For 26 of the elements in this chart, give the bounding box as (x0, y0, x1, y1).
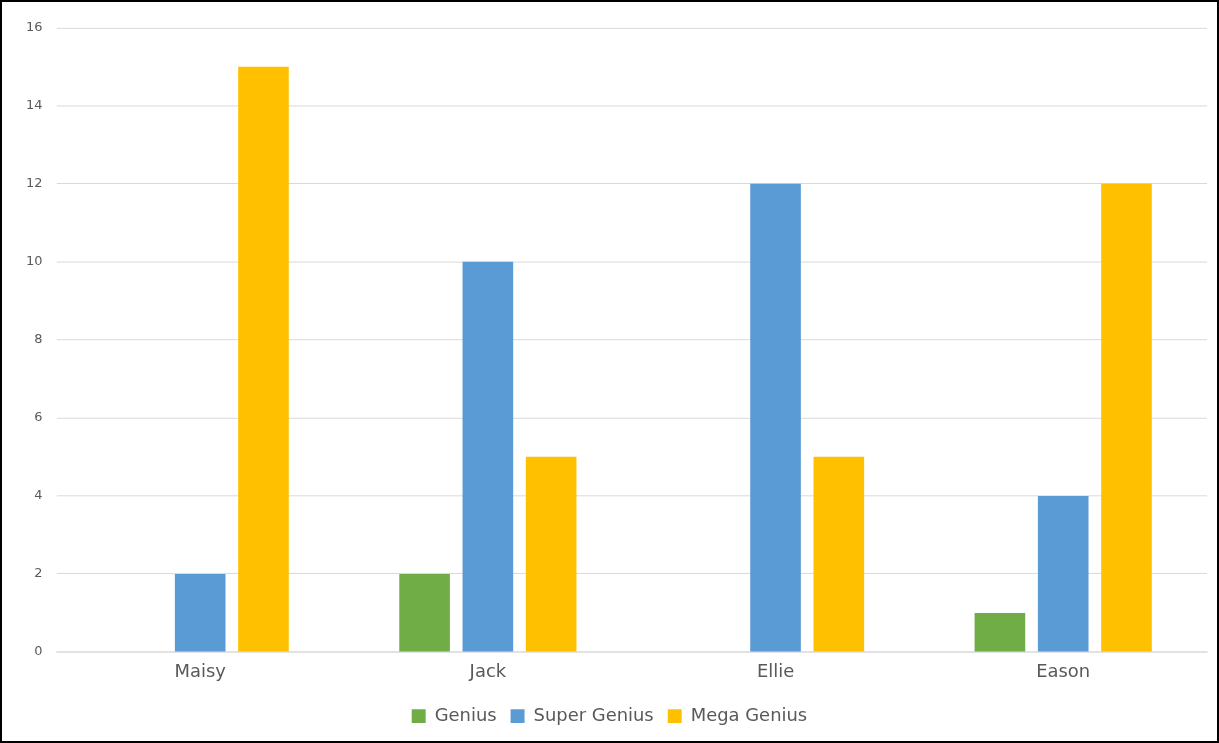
x-tick-label: Eason (1036, 660, 1091, 682)
bar (813, 456, 865, 652)
y-tick-label: 4 (34, 487, 43, 503)
legend-label: Genius (434, 703, 497, 725)
y-tick-label: 14 (25, 97, 43, 113)
bar (1101, 183, 1152, 652)
y-tick-label: 8 (34, 331, 43, 347)
y-tick-label: 6 (34, 409, 43, 425)
bar (1037, 495, 1089, 652)
x-tick-label: Ellie (756, 660, 795, 682)
y-tick-label: 12 (25, 175, 43, 191)
x-tick-label: Maisy (174, 660, 227, 682)
x-tick-label: Jack (468, 660, 507, 682)
legend-label: Super Genius (533, 703, 654, 725)
y-tick-label: 10 (25, 253, 43, 269)
y-tick-label: 2 (34, 565, 43, 581)
y-tick-label: 16 (25, 19, 43, 35)
bar (238, 66, 289, 652)
y-tick-label: 0 (34, 643, 43, 659)
bar (974, 612, 1026, 652)
bar (399, 573, 450, 652)
bar (750, 183, 801, 652)
bar (174, 573, 226, 652)
bar (462, 261, 514, 652)
legend-label: Mega Genius (690, 703, 808, 725)
bar (525, 456, 577, 652)
